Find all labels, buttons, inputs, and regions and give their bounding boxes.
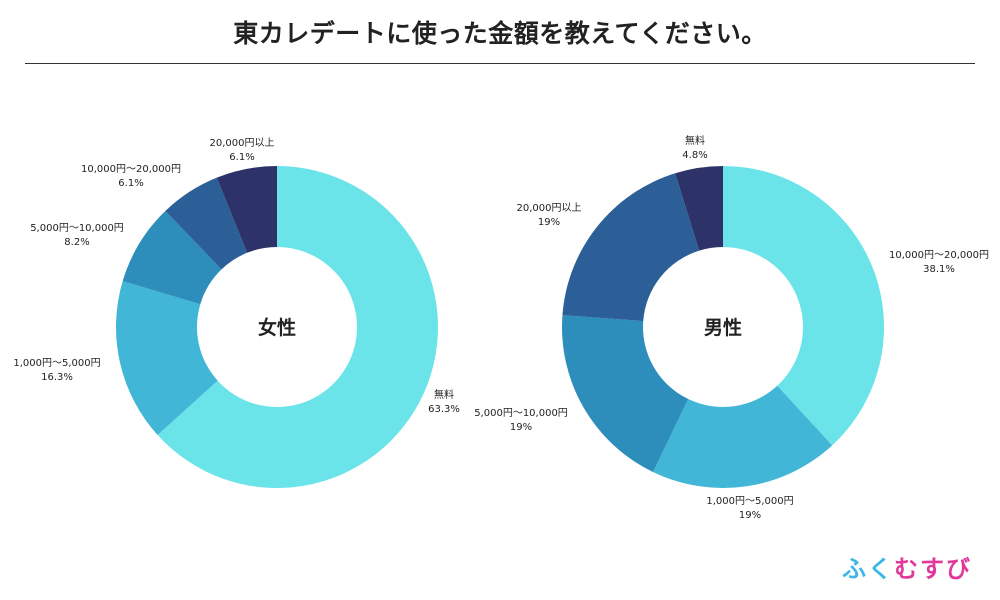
- logo-char: す: [920, 555, 946, 583]
- slice-label-0-2: 5,000円〜10,000円: [30, 223, 124, 234]
- slice-0-4: [216, 166, 277, 253]
- slice-label-1-3: 20,000円以上: [517, 202, 582, 214]
- slice-0-1: [116, 281, 218, 435]
- slice-value-0-2: 8.2%: [64, 237, 89, 248]
- slice-0-3: [165, 177, 248, 270]
- slice-value-1-3: 19%: [538, 217, 560, 228]
- slice-label-1-4: 無料: [685, 134, 705, 147]
- logo-char: び: [946, 555, 972, 583]
- slice-value-1-4: 4.8%: [682, 150, 707, 161]
- slice-value-1-2: 19%: [510, 422, 532, 433]
- slice-label-1-2: 5,000円〜10,000円: [474, 408, 568, 419]
- slice-1-3: [562, 173, 700, 322]
- slice-label-0-0: 無料: [434, 388, 454, 401]
- donut-center-title-1: 男性: [704, 316, 742, 339]
- slice-label-0-4: 20,000円以上: [210, 137, 275, 149]
- slice-value-0-3: 6.1%: [118, 178, 143, 189]
- slice-label-1-0: 10,000円〜20,000円: [889, 250, 989, 261]
- slice-1-4: [675, 166, 723, 251]
- title-divider: [25, 63, 975, 64]
- slice-label-1-1: 1,000円〜5,000円: [706, 496, 793, 507]
- slice-value-0-1: 16.3%: [41, 372, 73, 383]
- donut-chart-male: 10,000円〜20,000円 38.1% 1,000円〜5,000円 19% 5,00…: [474, 134, 989, 521]
- slice-value-1-1: 19%: [739, 510, 761, 521]
- slice-label-0-1: 1,000円〜5,000円: [13, 358, 100, 369]
- slice-value-0-0: 63.3%: [428, 404, 460, 415]
- logo-char: ふ: [842, 555, 868, 583]
- page-title: 東カレデートに使った金額を教えてください。: [233, 19, 767, 48]
- slice-label-0-3: 10,000円〜20,000円: [81, 164, 181, 175]
- fukumusubi-logo: ふくむすび: [842, 549, 972, 584]
- slice-0-2: [122, 211, 222, 305]
- logo-char: む: [894, 555, 920, 583]
- slice-1-2: [562, 315, 689, 472]
- logo-char: く: [868, 555, 894, 583]
- slice-1-0: [723, 166, 885, 446]
- donut-center-title-0: 女性: [258, 316, 296, 339]
- slice-value-1-0: 38.1%: [923, 264, 955, 275]
- slice-0-0: [157, 166, 439, 489]
- slice-value-0-4: 6.1%: [229, 152, 254, 163]
- slice-1-1: [653, 385, 833, 488]
- donut-chart-female: 無料 63.3% 1,000円〜5,000円 16.3% 5,000円〜10,000円 8…: [13, 137, 460, 489]
